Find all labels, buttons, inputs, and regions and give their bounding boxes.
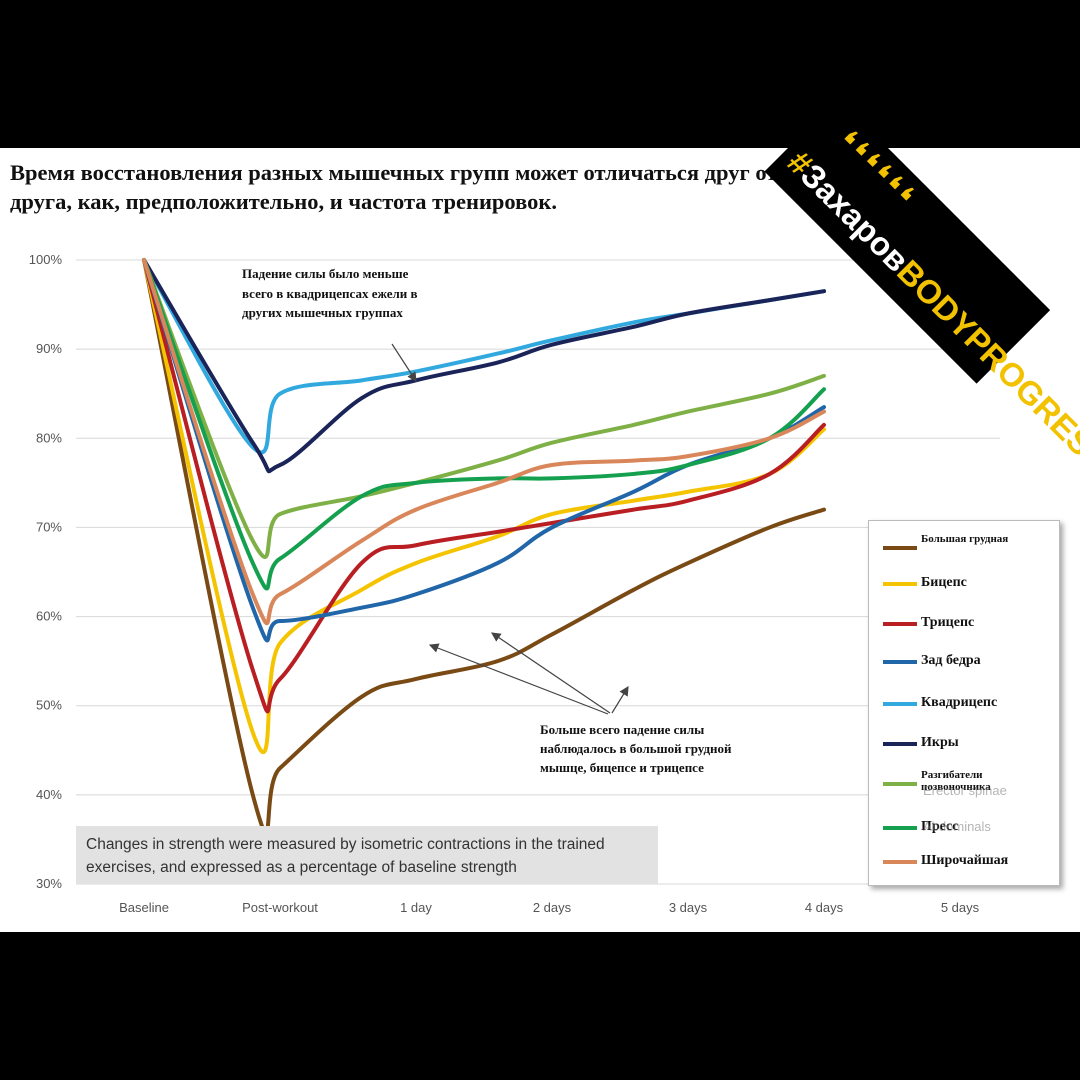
x-tick-label: 3 days <box>669 900 708 915</box>
legend-overlay-text: Erector spinae <box>923 783 1007 798</box>
legend-label: Широчайшая <box>921 853 1009 868</box>
y-tick-label: 30% <box>36 876 62 891</box>
gridlines <box>76 259 1000 885</box>
legend-item: Трицепс <box>883 613 1059 635</box>
legend-label: Пресс <box>921 819 959 834</box>
x-tick-label: Baseline <box>119 900 169 915</box>
annotation-bottom-line-3: мышце, бицепсе и трицепсе <box>540 760 704 775</box>
arrow-triceps <box>491 632 611 714</box>
x-tick-label: Post-workout <box>242 900 318 915</box>
legend-item: Разгибатели позвоночника <box>883 769 1059 795</box>
legend-label: Бицепс <box>921 575 967 590</box>
x-tick-label: 4 days <box>805 900 844 915</box>
y-tick-label: 100% <box>29 252 63 267</box>
annotation-bottom-line-1: Больше всего падение силы <box>540 722 704 737</box>
series-line-7 <box>142 258 826 560</box>
legend-swatch <box>883 860 917 864</box>
legend: Большая грудная Бицепс Трицепс Зад бедра Ква… <box>868 520 1060 886</box>
x-tick-labels: Baseline Post-workout 1 day 2 days 3 days 4 d… <box>119 900 980 915</box>
legend-item: Зад бедра <box>883 651 1059 673</box>
x-tick-label: 2 days <box>533 900 572 915</box>
series-line-1 <box>142 258 826 835</box>
legend-overlay-text: Abdominals <box>923 819 991 834</box>
legend-swatch <box>883 782 917 786</box>
legend-item: Широчайшая <box>883 851 1059 873</box>
y-tick-label: 70% <box>36 519 62 534</box>
legend-item: Бицепс <box>883 573 1059 595</box>
series-line-2 <box>142 258 826 755</box>
legend-item: Большая грудная <box>883 533 1059 559</box>
x-tick-label: 5 days <box>941 900 980 915</box>
annotation-top-line-2: всего в квадрицепсах ежели в <box>242 286 418 301</box>
annotation-arrows <box>391 343 629 715</box>
legend-label: Трицепс <box>921 615 975 630</box>
legend-label: Зад бедра <box>921 653 981 668</box>
arrow-biceps <box>428 643 609 715</box>
legend-swatch <box>883 582 917 586</box>
legend-label: Квадрицепс <box>921 695 998 710</box>
legend-swatch <box>883 702 917 706</box>
page-title: Время восстановления разных мышечных гру… <box>10 160 778 214</box>
arrow-pecs <box>611 685 629 714</box>
annotation-bottom-line-2: наблюдалось в большой грудной <box>540 741 732 756</box>
annotation-top-line-1: Падение силы было меньше <box>242 266 409 281</box>
y-tick-label: 40% <box>36 787 62 802</box>
arrow-top <box>391 343 417 383</box>
legend-label: Большая грудная <box>921 533 1009 545</box>
y-tick-label: 50% <box>36 698 62 713</box>
series-line-8 <box>142 258 826 591</box>
legend-item: Икры <box>883 733 1059 755</box>
legend-swatch <box>883 742 917 746</box>
y-tick-label: 90% <box>36 341 62 356</box>
series-line-3 <box>142 258 826 714</box>
series-line-9 <box>142 258 826 626</box>
series-line-6 <box>142 258 826 474</box>
legend-swatch <box>883 660 917 664</box>
y-tick-labels: 30% 40% 50% 60% 70% 80% 90% 100% <box>29 252 63 891</box>
legend-label: Разгибатели позвоночника <box>921 769 991 793</box>
legend-item: Пресс <box>883 817 1059 839</box>
legend-label: Икры <box>921 735 959 750</box>
y-tick-label: 80% <box>36 430 62 445</box>
legend-swatch <box>883 622 917 626</box>
annotation-top-line-3: других мышечных группах <box>242 305 403 320</box>
x-tick-label: 1 day <box>400 900 432 915</box>
method-note: Changes in strength were measured by iso… <box>76 826 658 884</box>
legend-swatch <box>883 546 917 550</box>
legend-swatch <box>883 826 917 830</box>
legend-item: Квадрицепс <box>883 693 1059 715</box>
series-lines <box>142 258 826 835</box>
y-tick-label: 60% <box>36 609 62 624</box>
